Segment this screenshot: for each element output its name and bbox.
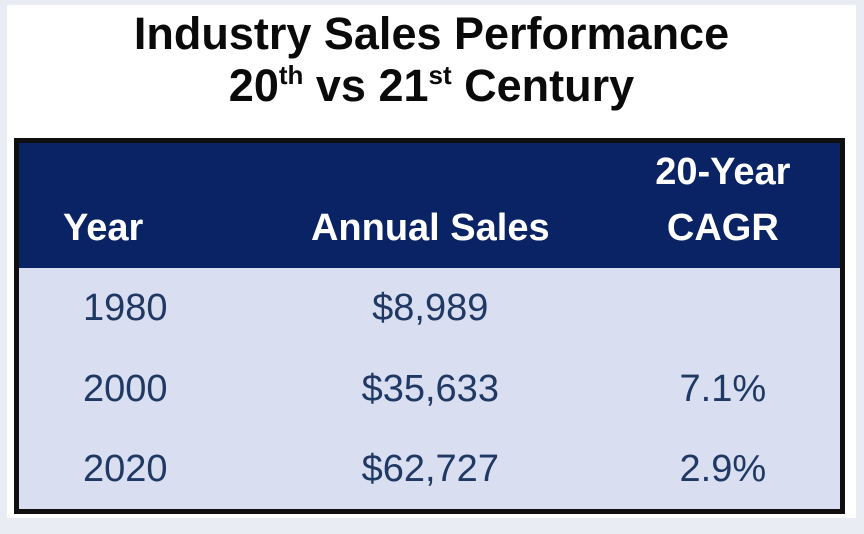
cell-cagr-1980 (605, 268, 843, 349)
table-row: 2000 $35,633 7.1% (16, 349, 843, 430)
sales-table: Year Annual Sales 20-Year CAGR 1980 $8,9… (14, 138, 845, 514)
sales-table-container: Year Annual Sales 20-Year CAGR 1980 $8,9… (14, 138, 845, 514)
header-cell-year: Year (16, 140, 255, 268)
table-header: Year Annual Sales 20-Year CAGR (16, 140, 843, 268)
chart-title-line2: 20th vs 21st Century (7, 60, 856, 118)
chart-title-line1: Industry Sales Performance (133, 8, 730, 59)
header-cagr-line1: 20-Year (655, 151, 791, 193)
cell-sales-1980: $8,989 (254, 268, 606, 349)
header-cell-annual-sales: Annual Sales (254, 140, 606, 268)
cell-year-2020: 2020 (16, 430, 255, 511)
table-body: 1980 $8,989 2000 $35,633 7.1% 2020 $62,7… (16, 268, 843, 511)
cell-year-2000: 2000 (16, 349, 255, 430)
cell-sales-2000: $35,633 (254, 349, 606, 430)
cell-sales-2020: $62,727 (254, 430, 606, 511)
cell-year-1980: 1980 (16, 268, 255, 349)
header-row: Year Annual Sales 20-Year CAGR (16, 140, 843, 268)
title-superscript-th: th (278, 60, 304, 90)
table-row: 1980 $8,989 (16, 268, 843, 349)
cell-cagr-2000: 7.1% (605, 349, 843, 430)
title-century-20: 20 (228, 60, 279, 111)
slide-panel: Industry Sales Performance 20th vs 21st … (7, 5, 856, 518)
table-row: 2020 $62,727 2.9% (16, 430, 843, 511)
title-century-word: Century (451, 60, 635, 111)
chart-title: Industry Sales Performance 20th vs 21st … (7, 8, 856, 118)
header-cell-cagr: 20-Year CAGR (605, 140, 843, 268)
header-cagr-line2: CAGR (666, 207, 779, 249)
cell-cagr-2020: 2.9% (605, 430, 843, 511)
title-superscript-st: st (428, 60, 452, 90)
title-vs-21: vs 21 (303, 60, 429, 111)
